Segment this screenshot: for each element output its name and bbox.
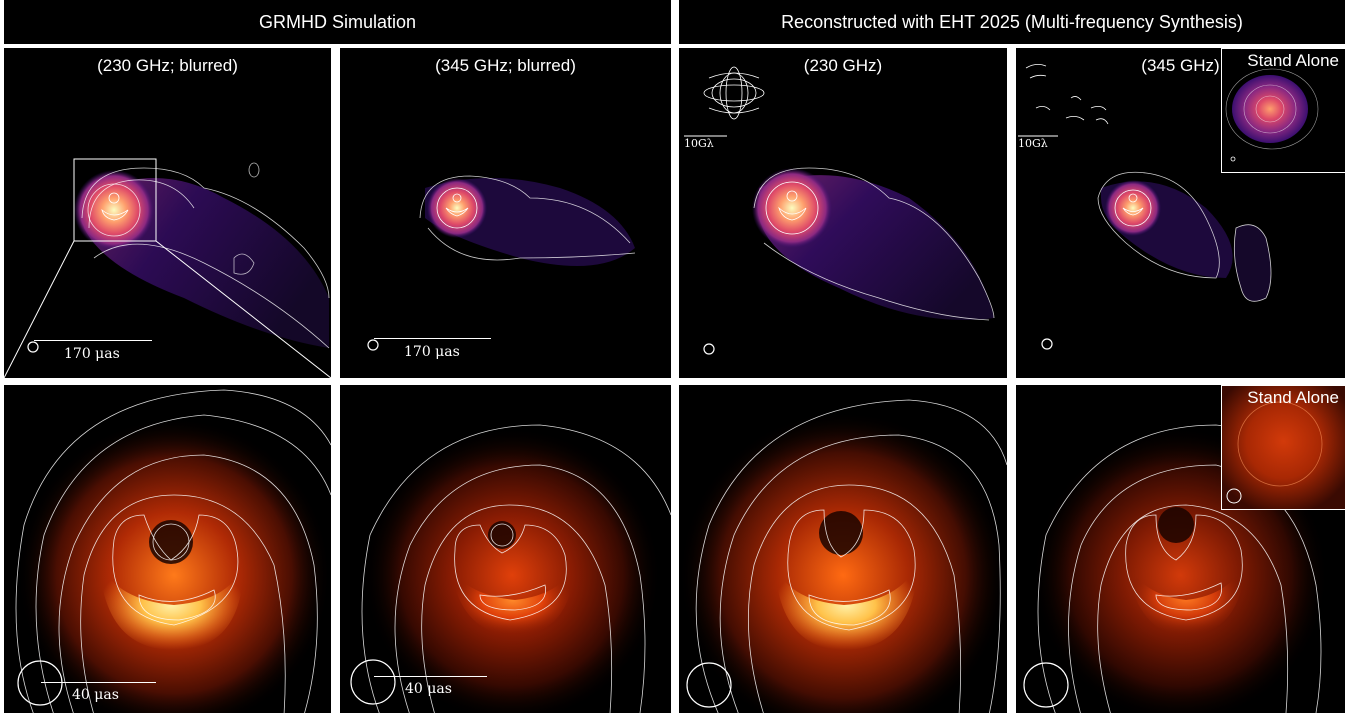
stand-alone-inset: Stand Alone (1221, 385, 1345, 510)
image-stand-alone-wide (1225, 68, 1319, 162)
scale-label: 40 μas (405, 681, 452, 697)
uv-coverage-icon (703, 66, 765, 120)
scale-bar (374, 676, 487, 677)
image-eht-230-wide (684, 66, 995, 355)
uv-scale-label: 10Gλ (1018, 137, 1048, 150)
inset-label: Stand Alone (1247, 388, 1339, 407)
panel-top-grmhd-230: (230 GHz; blurred) 170 μas (4, 48, 331, 378)
image-grmhd-230-zoom (4, 385, 331, 713)
inset-label: Stand Alone (1247, 51, 1339, 70)
uv-scale-label: 10Gλ (684, 137, 714, 150)
image-grmhd-345-zoom (340, 385, 671, 713)
beam-icon (686, 662, 732, 708)
image-stand-alone-zoom (1222, 386, 1345, 509)
scale-bar (41, 682, 156, 683)
beam-icon (1023, 662, 1069, 708)
stand-alone-inset: Stand Alone (1221, 48, 1345, 173)
header-grmhd-text: GRMHD Simulation (258, 11, 417, 32)
panel-top-eht-345: (345 GHz) 10Gλ Stand Alone (1016, 48, 1345, 378)
beam-icon (1041, 338, 1053, 350)
scale-bar (374, 338, 491, 339)
scale-label: 170 μas (404, 344, 460, 360)
header-eht-text: Reconstructed with EHT 2025 (Multi-frequ… (781, 11, 1243, 32)
image-eht-230-zoom (679, 385, 1007, 713)
header-grmhd: GRMHD Simulation (4, 0, 671, 44)
scale-label: 170 μas (64, 346, 120, 362)
panel-bottom-grmhd-230: 40 μas (4, 385, 331, 713)
uv-coverage-icon (1025, 64, 1109, 125)
panel-bottom-grmhd-345: 40 μas (340, 385, 671, 713)
beam-icon (367, 339, 379, 351)
image-grmhd-230-wide (4, 158, 331, 378)
zoom-box (73, 158, 157, 242)
panel-bottom-eht-345: Stand Alone (1016, 385, 1345, 713)
beam-icon (27, 341, 39, 353)
image-grmhd-345-wide (367, 175, 636, 351)
header-eht-reconstruction: Reconstructed with EHT 2025 (Multi-frequ… (679, 0, 1345, 44)
scale-label: 40 μas (72, 687, 119, 703)
panel-top-grmhd-345: (345 GHz; blurred) 170 μas (340, 48, 671, 378)
scale-bar (34, 340, 152, 341)
image-eht-345-wide (1018, 64, 1272, 350)
panel-top-eht-230: (230 GHz) 10Gλ (679, 48, 1007, 378)
beam-icon (350, 659, 396, 705)
beam-icon (17, 660, 63, 706)
panel-bottom-eht-230 (679, 385, 1007, 713)
beam-icon (703, 343, 715, 355)
